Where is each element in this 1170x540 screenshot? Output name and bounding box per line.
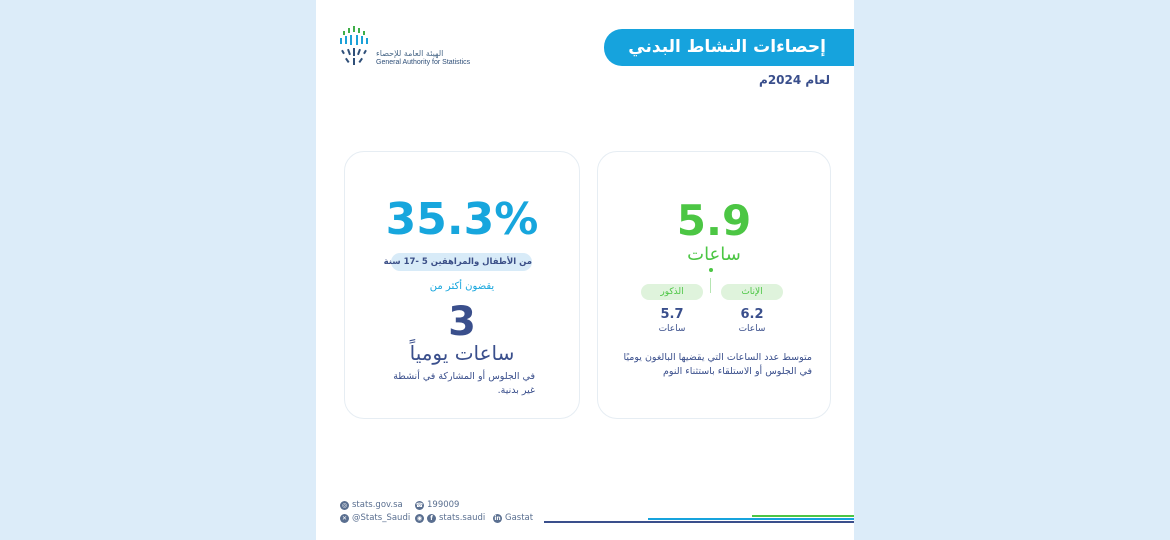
year-label: لعام 2024م bbox=[759, 73, 830, 87]
average-unit-label: ساعات bbox=[687, 244, 741, 265]
website-text: stats.gov.sa bbox=[352, 500, 403, 510]
footer-stripe-blue bbox=[648, 518, 854, 520]
hours-number: 3 bbox=[448, 299, 476, 345]
age-group-badge: من الأطفال والمراهقين 5 -17 سنة bbox=[384, 253, 532, 271]
footer-stripe-green bbox=[752, 515, 854, 517]
footer-linkedin[interactable]: in Gastat bbox=[493, 513, 533, 523]
female-unit: ساعات bbox=[738, 324, 766, 334]
adults-description: متوسط عدد الساعات التي يقضيها البالغون ي… bbox=[623, 352, 812, 377]
female-badge: الإناث bbox=[721, 284, 783, 300]
phone-text: 199009 bbox=[427, 500, 460, 510]
footer-phone[interactable]: ☎ 199009 bbox=[415, 500, 459, 510]
instagram-icon: ◉ bbox=[415, 513, 424, 523]
male-badge: الذكور bbox=[641, 284, 703, 300]
page-title: إحصاءات النشاط البدني bbox=[628, 37, 826, 57]
adults-average-hours: 5.9 bbox=[676, 196, 752, 245]
children-percent: 35.3% bbox=[385, 194, 539, 245]
children-description: في الجلوس أو المشاركة في أنشطة غير بدنية… bbox=[393, 371, 535, 396]
female-value: 6.2 bbox=[740, 307, 764, 322]
footer-website[interactable]: ◎ stats.gov.sa bbox=[340, 500, 403, 510]
logo-english-text: General Authority for Statistics bbox=[376, 59, 471, 66]
social-text: stats.saudi bbox=[439, 513, 486, 523]
connector-line bbox=[710, 278, 711, 293]
connector-dot bbox=[709, 268, 713, 272]
male-value: 5.7 bbox=[660, 307, 684, 322]
infographic-card: الهيئة العامة للإحصاء General Authority … bbox=[316, 0, 854, 540]
logo-arabic-text: الهيئة العامة للإحصاء bbox=[376, 49, 444, 58]
footer-social[interactable]: ◉ f stats.saudi bbox=[415, 513, 485, 523]
gastat-logo-icon bbox=[340, 26, 368, 65]
globe-icon: ◎ bbox=[340, 500, 349, 510]
hours-daily-label: ساعات يومياً bbox=[409, 341, 515, 365]
twitter-text: @Stats_Saudi bbox=[352, 513, 411, 523]
twitter-icon: ✕ bbox=[340, 513, 349, 523]
adults-stat-box: 5.9 ساعات الإناث الذكور 6.2 5.7 ساعات سا… bbox=[597, 151, 831, 419]
phone-icon: ☎ bbox=[415, 500, 424, 510]
footer-twitter[interactable]: ✕ @Stats_Saudi bbox=[340, 513, 410, 523]
male-unit: ساعات bbox=[658, 324, 686, 334]
title-banner: إحصاءات النشاط البدني bbox=[604, 29, 854, 66]
facebook-icon: f bbox=[427, 513, 436, 523]
spend-more-label: يقضون أكثر من bbox=[429, 281, 495, 292]
linkedin-text: Gastat bbox=[505, 513, 534, 523]
children-stat-box: 35.3% من الأطفال والمراهقين 5 -17 سنة يق… bbox=[344, 151, 580, 419]
footer-stripe-navy bbox=[544, 521, 854, 523]
linkedin-icon: in bbox=[493, 513, 502, 523]
